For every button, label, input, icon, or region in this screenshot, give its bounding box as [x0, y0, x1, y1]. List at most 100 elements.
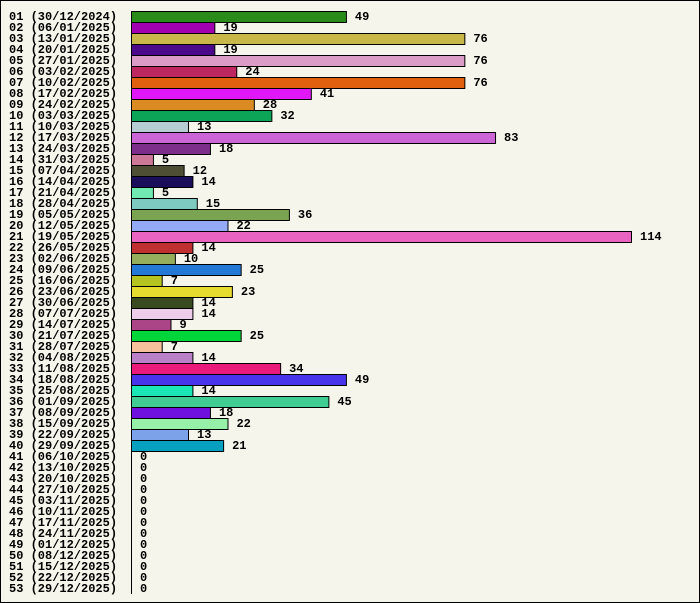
- value-label: 34: [289, 362, 303, 376]
- category-label: 44 (27/10/2025): [9, 483, 117, 497]
- category-label: 29 (14/07/2025): [9, 318, 117, 332]
- value-label: 12: [193, 164, 207, 178]
- category-label: 06 (03/02/2025): [9, 65, 117, 79]
- category-label: 48 (24/11/2025): [9, 527, 117, 541]
- category-label: 01 (30/12/2024): [9, 10, 117, 24]
- value-label: 19: [223, 21, 237, 35]
- category-label: 35 (25/08/2025): [9, 384, 117, 398]
- category-label: 10 (03/03/2025): [9, 109, 117, 123]
- category-label: 22 (26/05/2025): [9, 241, 117, 255]
- value-label: 36: [298, 208, 312, 222]
- value-label: 0: [140, 571, 147, 585]
- value-label: 14: [201, 175, 215, 189]
- value-label: 0: [140, 560, 147, 574]
- category-label: 51 (15/12/2025): [9, 560, 117, 574]
- category-label: 14 (31/03/2025): [9, 153, 117, 167]
- value-label: 0: [140, 505, 147, 519]
- category-label: 24 (09/06/2025): [9, 263, 117, 277]
- category-label: 50 (08/12/2025): [9, 549, 117, 563]
- value-label: 14: [201, 307, 215, 321]
- value-label: 10: [184, 252, 198, 266]
- category-label: 37 (08/09/2025): [9, 406, 117, 420]
- value-label: 22: [236, 417, 250, 431]
- category-label: 19 (05/05/2025): [9, 208, 117, 222]
- category-label: 46 (10/11/2025): [9, 505, 117, 519]
- category-label: 13 (24/03/2025): [9, 142, 117, 156]
- bar: [131, 77, 466, 89]
- bar: [131, 286, 233, 298]
- bar: [131, 33, 466, 45]
- value-label: 0: [140, 538, 147, 552]
- category-label: 40 (29/09/2025): [9, 439, 117, 453]
- category-label: 43 (20/10/2025): [9, 472, 117, 486]
- bar: [131, 363, 282, 375]
- value-label: 15: [206, 197, 220, 211]
- value-label: 45: [337, 395, 351, 409]
- value-label: 14: [201, 384, 215, 398]
- value-label: 18: [219, 142, 233, 156]
- category-label: 27 (30/06/2025): [9, 296, 117, 310]
- value-label: 14: [201, 296, 215, 310]
- value-label: 0: [140, 516, 147, 530]
- category-label: 21 (19/05/2025): [9, 230, 117, 244]
- value-label: 13: [197, 120, 211, 134]
- category-label: 15 (07/04/2025): [9, 164, 117, 178]
- category-label: 28 (07/07/2025): [9, 307, 117, 321]
- category-label: 41 (06/10/2025): [9, 450, 117, 464]
- value-label: 23: [241, 285, 255, 299]
- bar: [131, 99, 255, 111]
- bar: [131, 154, 154, 166]
- bar: [131, 220, 229, 232]
- bar: [131, 341, 163, 353]
- value-label: 7: [171, 274, 178, 288]
- bar: [131, 165, 185, 177]
- bar: [131, 385, 194, 397]
- bar: [131, 44, 216, 56]
- bar: [131, 264, 242, 276]
- category-label: 30 (21/07/2025): [9, 329, 117, 343]
- category-label: 33 (11/08/2025): [9, 362, 117, 376]
- value-label: 0: [140, 450, 147, 464]
- category-label: 02 (06/01/2025): [9, 21, 117, 35]
- category-label: 32 (04/08/2025): [9, 351, 117, 365]
- category-label: 20 (12/05/2025): [9, 219, 117, 233]
- bar: [131, 88, 312, 100]
- value-label: 28: [263, 98, 277, 112]
- value-label: 0: [140, 494, 147, 508]
- bar: [131, 143, 211, 155]
- value-label: 76: [473, 76, 487, 90]
- value-label: 41: [320, 87, 334, 101]
- category-label: 45 (03/11/2025): [9, 494, 117, 508]
- value-label: 7: [171, 340, 178, 354]
- value-label: 19: [223, 43, 237, 57]
- category-label: 47 (17/11/2025): [9, 516, 117, 530]
- bar: [131, 253, 176, 265]
- value-label: 22: [236, 219, 250, 233]
- category-label: 23 (02/06/2025): [9, 252, 117, 266]
- bar: [131, 198, 198, 210]
- category-label: 17 (21/04/2025): [9, 186, 117, 200]
- category-label: 34 (18/08/2025): [9, 373, 117, 387]
- category-label: 11 (10/03/2025): [9, 120, 117, 134]
- category-label: 53 (29/12/2025): [9, 582, 117, 596]
- value-label: 0: [140, 472, 147, 486]
- value-label: 25: [250, 263, 264, 277]
- category-label: 39 (22/09/2025): [9, 428, 117, 442]
- bar: [131, 209, 290, 221]
- category-label: 36 (01/09/2025): [9, 395, 117, 409]
- value-label: 83: [504, 131, 518, 145]
- bar: [131, 352, 194, 364]
- category-label: 07 (10/02/2025): [9, 76, 117, 90]
- value-label: 49: [355, 373, 369, 387]
- bar: [131, 132, 497, 144]
- category-label: 08 (17/02/2025): [9, 87, 117, 101]
- bar: [131, 121, 190, 133]
- value-label: 5: [162, 153, 169, 167]
- category-label: 16 (14/04/2025): [9, 175, 117, 189]
- value-label: 114: [640, 230, 662, 244]
- value-label: 14: [201, 241, 215, 255]
- bar: [131, 55, 466, 67]
- value-label: 0: [140, 483, 147, 497]
- value-label: 32: [280, 109, 294, 123]
- value-label: 25: [250, 329, 264, 343]
